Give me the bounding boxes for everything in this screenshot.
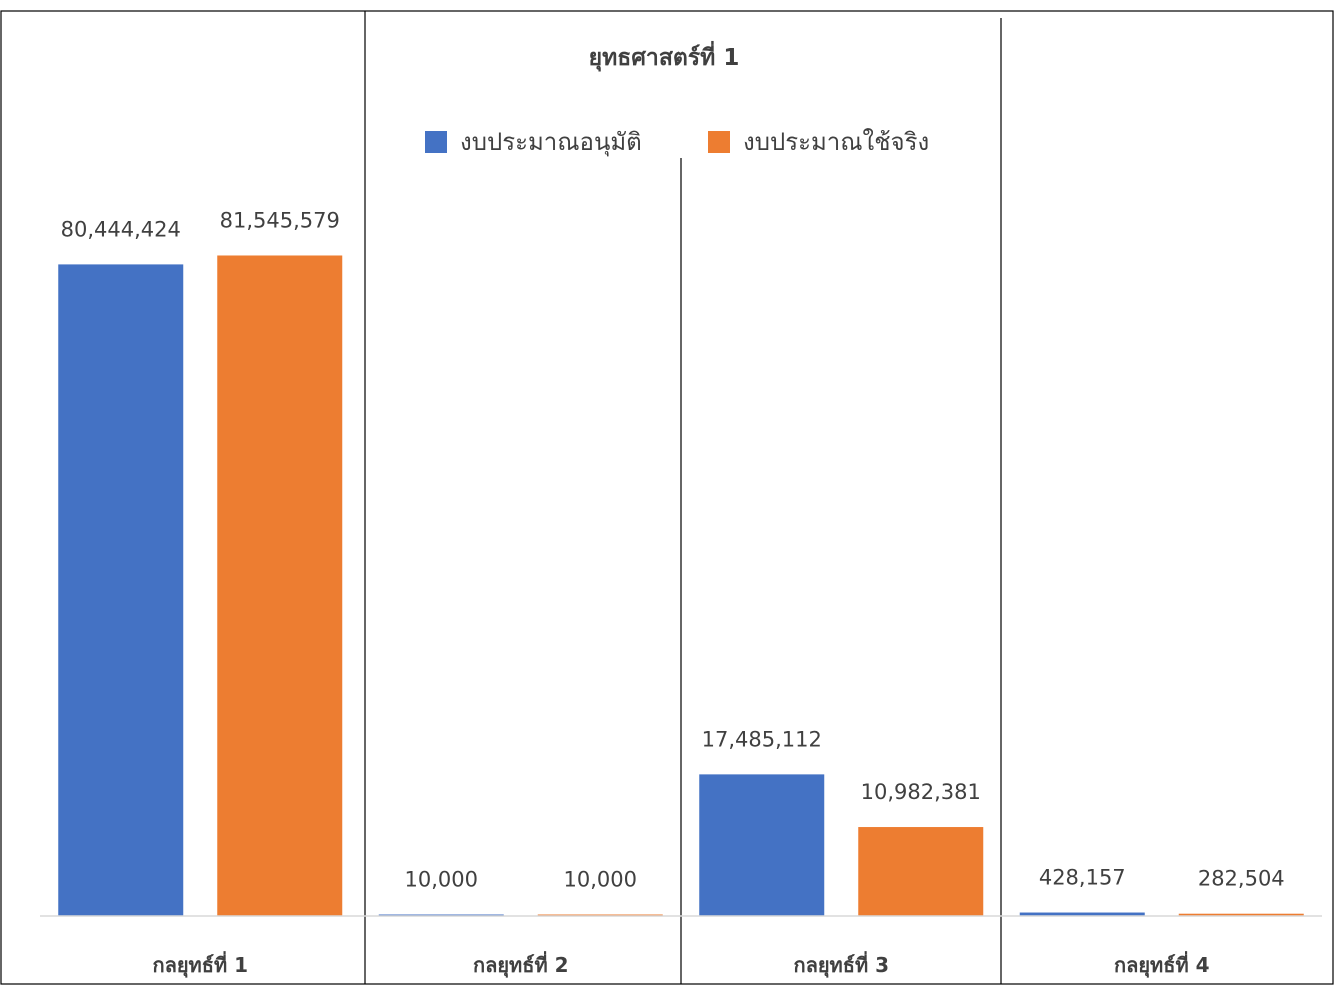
bars [58, 255, 1304, 917]
data-label-approved-1: 80,444,424 [61, 217, 181, 241]
bar-actual-4 [1178, 913, 1304, 916]
category-label-4: กลยุทธ์ที่ 4 [1114, 950, 1210, 978]
data-label-actual-3: 10,982,381 [861, 780, 981, 804]
data-label-approved-3: 17,485,112 [702, 727, 822, 751]
data-label-approved-2: 10,000 [405, 868, 478, 892]
bar-approved-4 [1019, 912, 1145, 916]
bar-actual-1 [217, 255, 343, 916]
category-label-1: กลยุทธ์ที่ 1 [152, 950, 248, 978]
category-label-3: กลยุทธ์ที่ 3 [793, 950, 889, 978]
chart-title: ยุทธศาสตร์ที่ 1 [589, 40, 740, 72]
bar-actual-3 [858, 827, 984, 916]
legend: งบประมาณอนุมัติ งบประมาณใช้จริง [425, 128, 929, 157]
data-label-actual-4: 282,504 [1198, 867, 1285, 891]
data-label-actual-2: 10,000 [564, 868, 637, 892]
chart-frame [0, 10, 1334, 985]
legend-label-approved: งบประมาณอนุมัติ [460, 128, 642, 157]
legend-label-actual: งบประมาณใช้จริง [743, 128, 929, 156]
bar-approved-1 [58, 264, 184, 917]
category-label-2: กลยุทธ์ที่ 2 [473, 950, 569, 978]
data-label-approved-4: 428,157 [1039, 866, 1126, 890]
legend-swatch-actual [708, 131, 730, 153]
data-label-actual-1: 81,545,579 [220, 208, 340, 232]
data-labels: 80,444,424 81,545,579 10,000 10,000 17,485,1… [61, 208, 1285, 891]
bar-approved-3 [699, 774, 825, 916]
category-labels: กลยุทธ์ที่ 1 กลยุทธ์ที่ 2 กลยุทธ์ที่ 3 กลยุ… [152, 950, 1209, 978]
legend-swatch-approved [425, 131, 447, 153]
